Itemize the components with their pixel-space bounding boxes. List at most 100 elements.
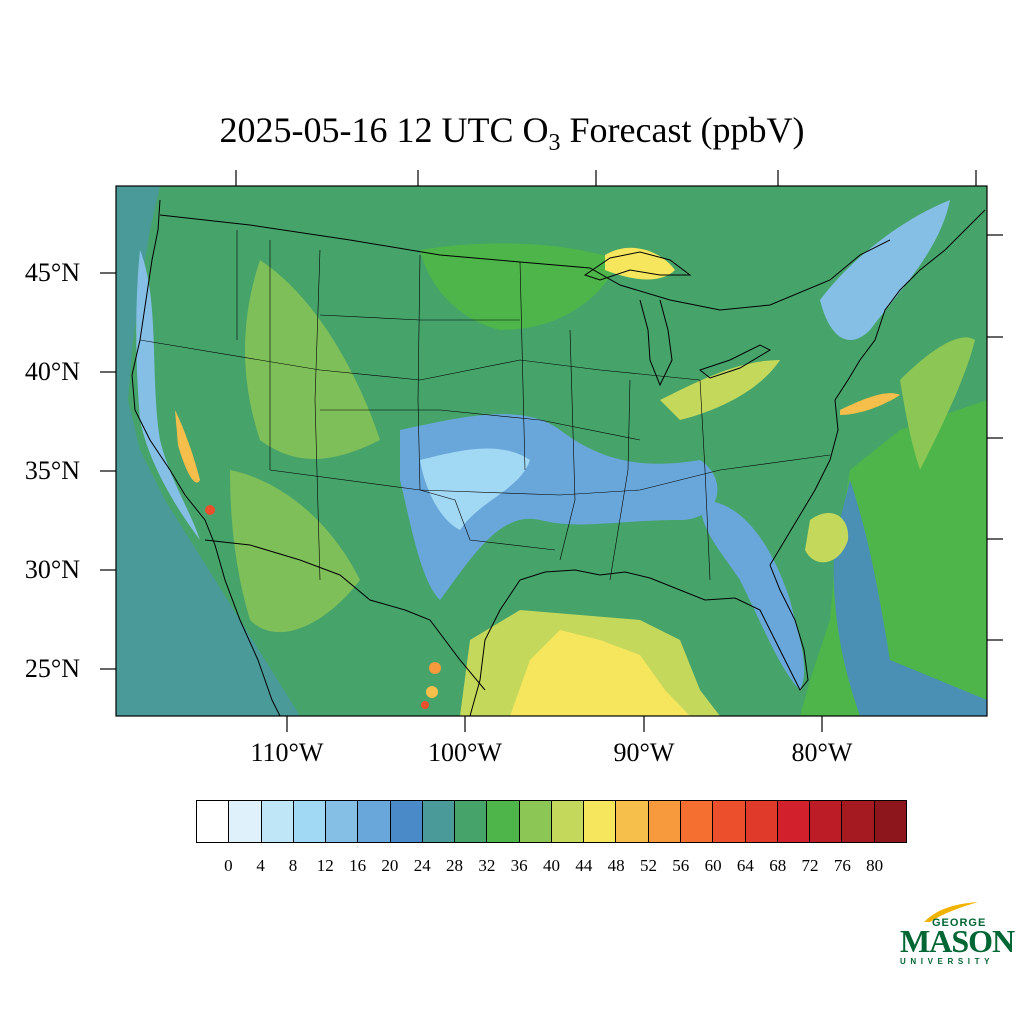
plains-lowest-ozone xyxy=(420,448,530,530)
ocean-pacific xyxy=(116,186,300,716)
colorbar-swatch xyxy=(293,801,327,842)
state-line-7 xyxy=(609,379,631,581)
state-line-4 xyxy=(417,254,421,491)
colorbar-label: 4 xyxy=(256,856,265,875)
colorbar-label: 72 xyxy=(801,856,819,875)
colorbar-swatch xyxy=(551,801,585,842)
lon-label-90w: 90°W xyxy=(613,738,675,767)
colorbar-swatch xyxy=(261,801,294,842)
colorbar-label: 48 xyxy=(607,856,625,875)
colorbar-label: 32 xyxy=(478,856,496,875)
colorbar-swatch xyxy=(810,801,843,842)
colorbar-swatch xyxy=(455,801,488,842)
colorbar-label: 68 xyxy=(769,856,787,875)
colorbar-swatch xyxy=(197,801,230,842)
colorbar-swatch xyxy=(487,801,520,842)
lat-label-30: 30°N xyxy=(24,555,80,584)
colorbar-label: 24 xyxy=(413,856,431,875)
colorbar-swatch xyxy=(713,801,746,842)
lon-label-80w: 80°W xyxy=(791,738,853,767)
state-line-10 xyxy=(269,454,831,496)
lat-label-25: 25°N xyxy=(24,654,80,683)
map-field xyxy=(116,186,987,716)
gulf-coast-mexico xyxy=(469,579,521,716)
colorbar-swatch xyxy=(616,801,649,842)
ohio-valley-high xyxy=(660,360,780,420)
state-line-13 xyxy=(419,489,556,551)
logo-university: UNIVERSITY xyxy=(900,957,995,966)
state-line-3 xyxy=(314,249,321,581)
lon-label-110w: 110°W xyxy=(250,738,324,767)
colorbar-label: 0 xyxy=(224,856,233,875)
southwest-field xyxy=(230,470,360,633)
lat-label-45: 45°N xyxy=(24,258,80,287)
map-ticks xyxy=(100,170,1003,732)
gulf-coast-us xyxy=(519,569,736,601)
mexico-hotspot-2 xyxy=(426,686,438,698)
colorbar xyxy=(196,800,907,843)
logo-swoosh-icon xyxy=(924,902,978,922)
colorbar-label: 56 xyxy=(672,856,690,875)
logo-george: GEORGE xyxy=(932,917,987,929)
title-suffix: Forecast (ppbV) xyxy=(560,110,805,150)
coastlines xyxy=(131,199,986,716)
ocean-atlantic-blue xyxy=(833,480,987,716)
colorbar-swatch xyxy=(777,801,811,842)
colorbar-label: 44 xyxy=(575,856,593,875)
lon-label-100w: 100°W xyxy=(428,738,502,767)
socal-hotspot xyxy=(205,505,215,515)
colorbar-swatch xyxy=(326,801,359,842)
state-line-9 xyxy=(139,339,701,381)
florida-coast xyxy=(734,564,809,691)
logo-mason: MASON xyxy=(900,923,1015,959)
colorbar-label: 8 xyxy=(288,856,298,875)
state-line-8 xyxy=(699,379,711,581)
southeast-low-ozone xyxy=(700,500,805,690)
state-line-11 xyxy=(319,314,520,321)
colorbar-label: 76 xyxy=(833,856,851,875)
colorbar-label: 64 xyxy=(736,856,754,875)
colorbar-label: 16 xyxy=(349,856,367,875)
mexico-hotspot-1 xyxy=(429,662,441,674)
lat-label-40: 40°N xyxy=(24,357,80,386)
rockies-field xyxy=(245,260,380,459)
atlantic-plume-outer xyxy=(900,337,975,470)
gmu-logo: GEORGE MASON UNIVERSITY xyxy=(896,900,1015,970)
atlantic-plume-high xyxy=(840,393,900,415)
colorbar-label: 28 xyxy=(446,856,464,875)
westcoast-low-ozone xyxy=(136,250,200,540)
colorbar-swatch xyxy=(390,801,423,842)
northern-plains-field xyxy=(420,243,620,330)
state-line-5 xyxy=(519,261,526,471)
colorbar-swatch xyxy=(874,801,906,842)
title-prefix: 2025-05-16 12 UTC O xyxy=(219,110,549,150)
map-frame xyxy=(115,185,988,717)
lake-superior xyxy=(583,251,692,281)
state-line-6 xyxy=(559,329,576,561)
california-high xyxy=(175,410,200,483)
colorbar-label: 36 xyxy=(510,856,528,875)
mexico-hotspot-3 xyxy=(421,701,429,709)
gulf-peak-ozone xyxy=(510,630,690,716)
colorbar-label: 20 xyxy=(381,856,399,875)
title-subscript: 3 xyxy=(548,130,561,156)
colorbar-label: 40 xyxy=(543,856,560,875)
us-east-coast xyxy=(769,209,986,566)
colorbar-swatch xyxy=(745,801,778,842)
map-title: 2025-05-16 12 UTC O3 Forecast (ppbV) xyxy=(0,108,1024,155)
lake-michigan xyxy=(639,299,673,387)
colorbar-swatch xyxy=(648,801,681,842)
colorbar-swatch xyxy=(519,801,552,842)
colorbar-swatch xyxy=(842,801,875,842)
lat-label-35: 35°N xyxy=(24,456,80,485)
colorbar-label: 80 xyxy=(866,856,884,875)
colorbar-label: 52 xyxy=(639,856,657,875)
us-west-coast xyxy=(131,199,216,546)
colorbar-swatch xyxy=(680,801,714,842)
us-canada-border xyxy=(159,214,891,311)
us-mexico-border xyxy=(204,539,486,691)
colorbar-swatch xyxy=(422,801,456,842)
lake-erie xyxy=(698,344,772,379)
atlantic-blob xyxy=(805,512,849,563)
